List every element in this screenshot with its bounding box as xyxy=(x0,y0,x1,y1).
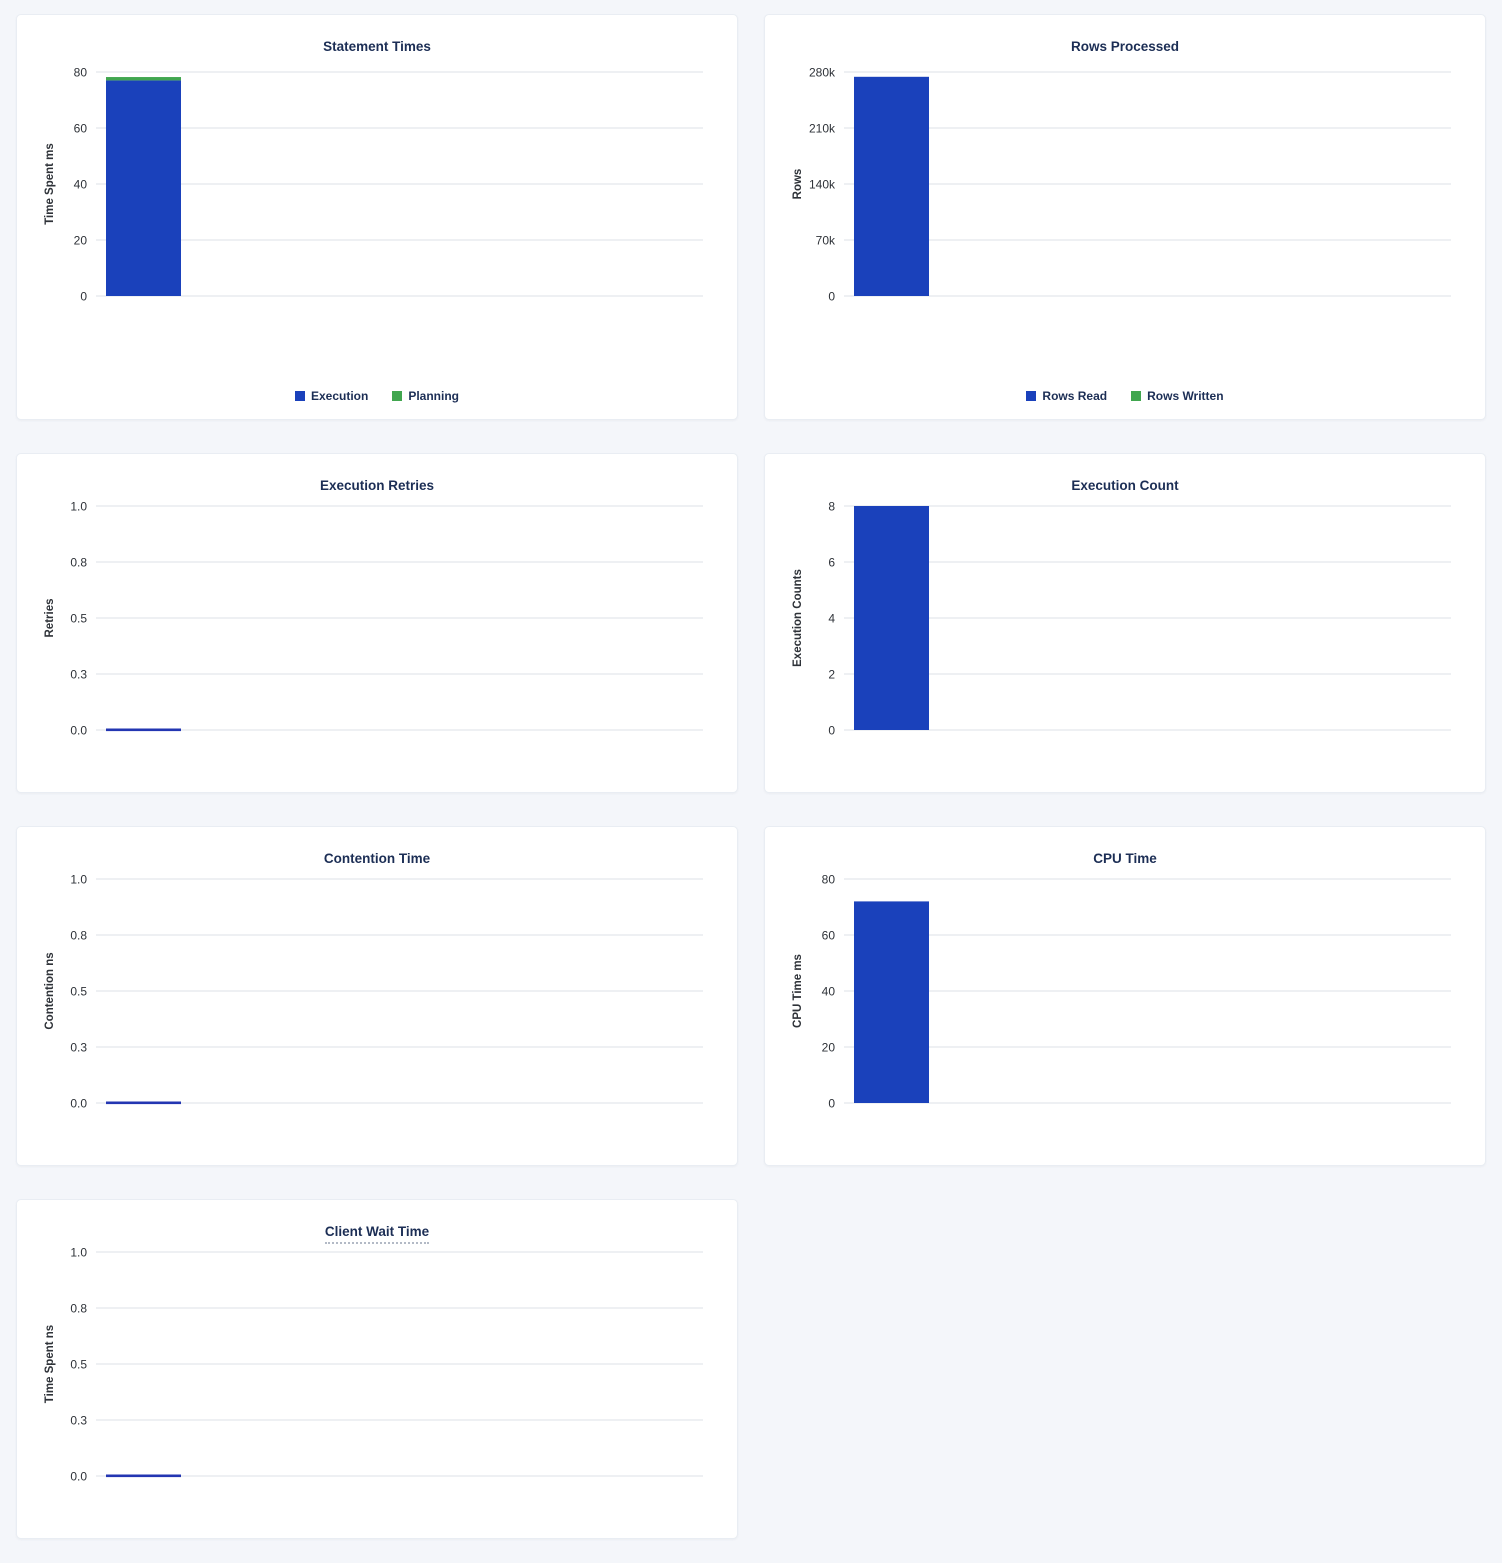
y-tick-label: 0.5 xyxy=(70,1358,87,1372)
y-tick-label: 40 xyxy=(822,985,836,999)
rows-processed-bar-chart: 0 70k 140k 210k 280k Rows xyxy=(792,66,1451,304)
execution-retries-bar-chart: 0.0 0.3 0.5 0.8 1.0 Retries xyxy=(44,500,703,738)
chart-card-execution-count: Execution Count 0 2 4 6 8 Execution Counts xyxy=(764,453,1486,793)
chart-title-text[interactable]: Client Wait Time xyxy=(324,1224,430,1244)
legend-label: Planning xyxy=(408,389,460,403)
legend-label: Rows Read xyxy=(1042,389,1108,403)
chart-title: Execution Count xyxy=(765,454,1485,494)
chart-card-contention-time: Contention Time 0.0 0.3 0.5 0.8 1.0 Contentio… xyxy=(16,826,738,1166)
y-tick-label: 0 xyxy=(828,724,835,738)
y-tick-label: 1.0 xyxy=(70,873,87,887)
legend-label: Execution xyxy=(310,389,369,403)
statement-times-bar-chart: 0 20 40 60 80 Time Spent ms xyxy=(44,66,703,304)
y-axis-label: Time Spent ms xyxy=(44,143,56,225)
y-axis-label: Contention ns xyxy=(44,952,56,1029)
chart-card-cpu-time: CPU Time 0 20 40 60 80 CPU Time ms xyxy=(764,826,1486,1166)
execution-count-bar-chart: 0 2 4 6 8 Execution Counts xyxy=(792,500,1451,738)
y-tick-label: 70k xyxy=(816,234,836,248)
cpu-time-bar-chart: 0 20 40 60 80 CPU Time ms xyxy=(792,873,1451,1111)
y-tick-label: 0.8 xyxy=(70,1302,87,1316)
y-tick-label: 0.0 xyxy=(70,1470,87,1484)
y-tick-label: 0.3 xyxy=(70,668,87,682)
legend-swatch xyxy=(392,391,403,401)
y-tick-label: 2 xyxy=(828,668,835,682)
chart-legend: Rows Read Rows Written xyxy=(765,389,1485,403)
y-tick-label: 6 xyxy=(828,556,835,570)
chart-title: Client Wait Time xyxy=(17,1200,737,1244)
chart-title-text: Execution Retries xyxy=(319,478,435,493)
chart-card-statement-times: Statement Times 0 20 40 60 80 Time Spent ms E… xyxy=(16,14,738,420)
chart-title: CPU Time xyxy=(765,827,1485,867)
chart-title-text: Contention Time xyxy=(323,851,431,866)
chart-title-text: CPU Time xyxy=(1093,851,1157,866)
y-tick-label: 1.0 xyxy=(70,1246,87,1260)
y-tick-label: 80 xyxy=(822,873,836,887)
y-tick-label: 0.5 xyxy=(70,612,87,626)
chart-title: Statement Times xyxy=(17,15,737,55)
chart-title: Execution Retries xyxy=(17,454,737,494)
legend-item-planning: Planning xyxy=(392,389,459,403)
bar-rows-read xyxy=(854,76,929,296)
bar-cpu-time xyxy=(854,901,929,1103)
y-axis-label: Time Spent ns xyxy=(44,1325,56,1403)
y-tick-label: 20 xyxy=(74,234,88,248)
y-tick-label: 40 xyxy=(74,178,88,192)
chart-title-text: Statement Times xyxy=(323,39,431,54)
y-tick-label: 60 xyxy=(74,122,88,136)
y-tick-label: 0.8 xyxy=(70,929,87,943)
y-tick-label: 210k xyxy=(809,122,836,136)
y-tick-label: 0.0 xyxy=(70,1097,87,1111)
legend-swatch xyxy=(1026,391,1037,401)
y-tick-label: 4 xyxy=(828,612,835,626)
zero-value-bar xyxy=(106,1474,181,1478)
chart-card-rows-processed: Rows Processed 0 70k 140k 210k 280k Rows Rows… xyxy=(764,14,1486,420)
y-tick-label: 0.8 xyxy=(70,556,87,570)
y-tick-label: 0.0 xyxy=(70,724,87,738)
y-tick-label: 280k xyxy=(809,66,836,80)
y-tick-label: 0.5 xyxy=(70,985,87,999)
contention-time-bar-chart: 0.0 0.3 0.5 0.8 1.0 Contention ns xyxy=(44,873,703,1111)
y-axis-label: Execution Counts xyxy=(792,569,804,667)
y-tick-label: 20 xyxy=(822,1041,836,1055)
legend-item-rows-written: Rows Written xyxy=(1131,389,1224,403)
bar-execution xyxy=(106,80,181,297)
legend-swatch xyxy=(294,391,305,401)
chart-title: Rows Processed xyxy=(765,15,1485,55)
y-tick-label: 0 xyxy=(828,290,835,304)
y-tick-label: 0 xyxy=(80,290,87,304)
chart-card-execution-retries: Execution Retries 0.0 0.3 0.5 0.8 1.0 Retries xyxy=(16,453,738,793)
legend-item-execution: Execution xyxy=(294,389,369,403)
y-tick-label: 0.3 xyxy=(70,1414,87,1428)
y-tick-label: 1.0 xyxy=(70,500,87,514)
bar-planning xyxy=(106,77,181,81)
y-axis-label: CPU Time ms xyxy=(792,954,804,1028)
y-tick-label: 60 xyxy=(822,929,836,943)
legend-item-rows-read: Rows Read xyxy=(1026,389,1107,403)
y-tick-label: 0 xyxy=(828,1097,835,1111)
legend-label: Rows Written xyxy=(1147,389,1224,403)
chart-title-text: Rows Processed xyxy=(1070,39,1180,54)
chart-title: Contention Time xyxy=(17,827,737,867)
zero-value-bar xyxy=(106,1101,181,1105)
bar-execution-count xyxy=(854,506,929,730)
chart-title-text: Execution Count xyxy=(1071,478,1179,493)
chart-card-client-wait-time: Client Wait Time 0.0 0.3 0.5 0.8 1.0 Time Spe… xyxy=(16,1199,738,1539)
legend-swatch xyxy=(1131,391,1142,401)
y-tick-label: 80 xyxy=(74,66,88,80)
y-axis-label: Rows xyxy=(792,169,804,200)
zero-value-bar xyxy=(106,728,181,732)
y-axis-label: Retries xyxy=(44,599,56,638)
y-tick-label: 0.3 xyxy=(70,1041,87,1055)
y-tick-label: 8 xyxy=(828,500,835,514)
chart-legend: Execution Planning xyxy=(17,389,737,403)
client-wait-time-bar-chart: 0.0 0.3 0.5 0.8 1.0 Time Spent ns xyxy=(44,1246,703,1484)
charts-grid: Statement Times 0 20 40 60 80 Time Spent ms E… xyxy=(16,14,1486,1539)
y-tick-label: 140k xyxy=(809,178,836,192)
